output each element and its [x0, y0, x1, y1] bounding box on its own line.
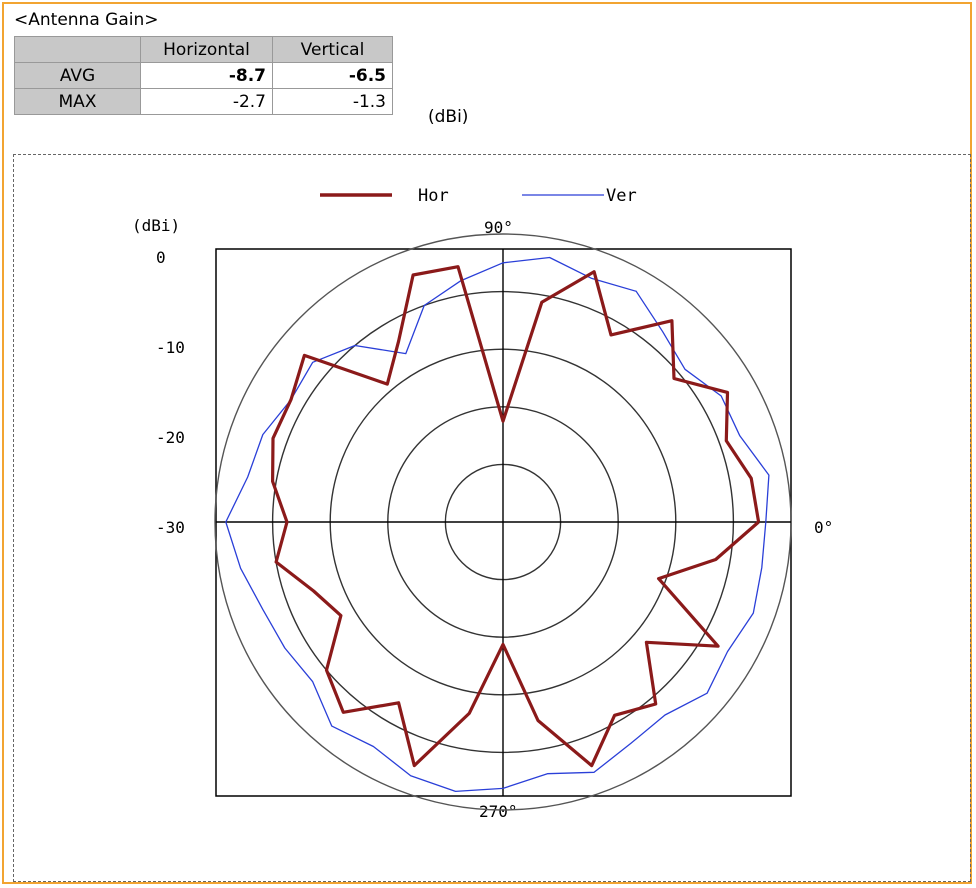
- polar-grid: [214, 233, 792, 811]
- angle-label-0: 0°: [814, 518, 833, 537]
- legend-ver-label: Ver: [606, 186, 637, 206]
- row-label-avg: AVG: [14, 62, 141, 89]
- radial-tick-minus20: -20: [156, 428, 185, 447]
- header-horizontal: Horizontal: [140, 36, 273, 63]
- table-row-max: MAX -2.7 -1.3: [14, 88, 393, 115]
- row-label-max: MAX: [14, 88, 141, 115]
- radial-axis-label: (dBi): [132, 216, 180, 235]
- gain-unit-label: (dBi): [428, 107, 469, 127]
- antenna-gain-table: Horizontal Vertical AVG -8.7 -6.5 MAX -2…: [14, 36, 393, 115]
- radial-tick-minus30: -30: [156, 518, 185, 537]
- polar-chart: Hor Ver (dBi) 0 -10 -20 -30 90° 0° 270°: [132, 186, 833, 821]
- table-corner-cell: [14, 36, 141, 63]
- series-layer: [225, 256, 770, 793]
- table-header-row: Horizontal Vertical: [14, 36, 393, 63]
- max-horizontal-value: -2.7: [140, 88, 273, 115]
- avg-horizontal-value: -8.7: [140, 62, 273, 89]
- antenna-gain-title: <Antenna Gain>: [14, 10, 159, 30]
- series-line-hor: [271, 265, 761, 768]
- angle-label-90: 90°: [484, 218, 513, 237]
- legend-hor-label: Hor: [418, 186, 449, 206]
- radial-tick-minus10: -10: [156, 338, 185, 357]
- polar-chart-area: Hor Ver (dBi) 0 -10 -20 -30 90° 0° 270°: [13, 154, 971, 882]
- table-row-avg: AVG -8.7 -6.5: [14, 62, 393, 89]
- radial-tick-0: 0: [156, 248, 166, 267]
- angle-label-270: 270°: [479, 802, 518, 821]
- avg-vertical-value: -6.5: [272, 62, 393, 89]
- header-vertical: Vertical: [272, 36, 393, 63]
- max-vertical-value: -1.3: [272, 88, 393, 115]
- series-line-ver: [225, 256, 770, 793]
